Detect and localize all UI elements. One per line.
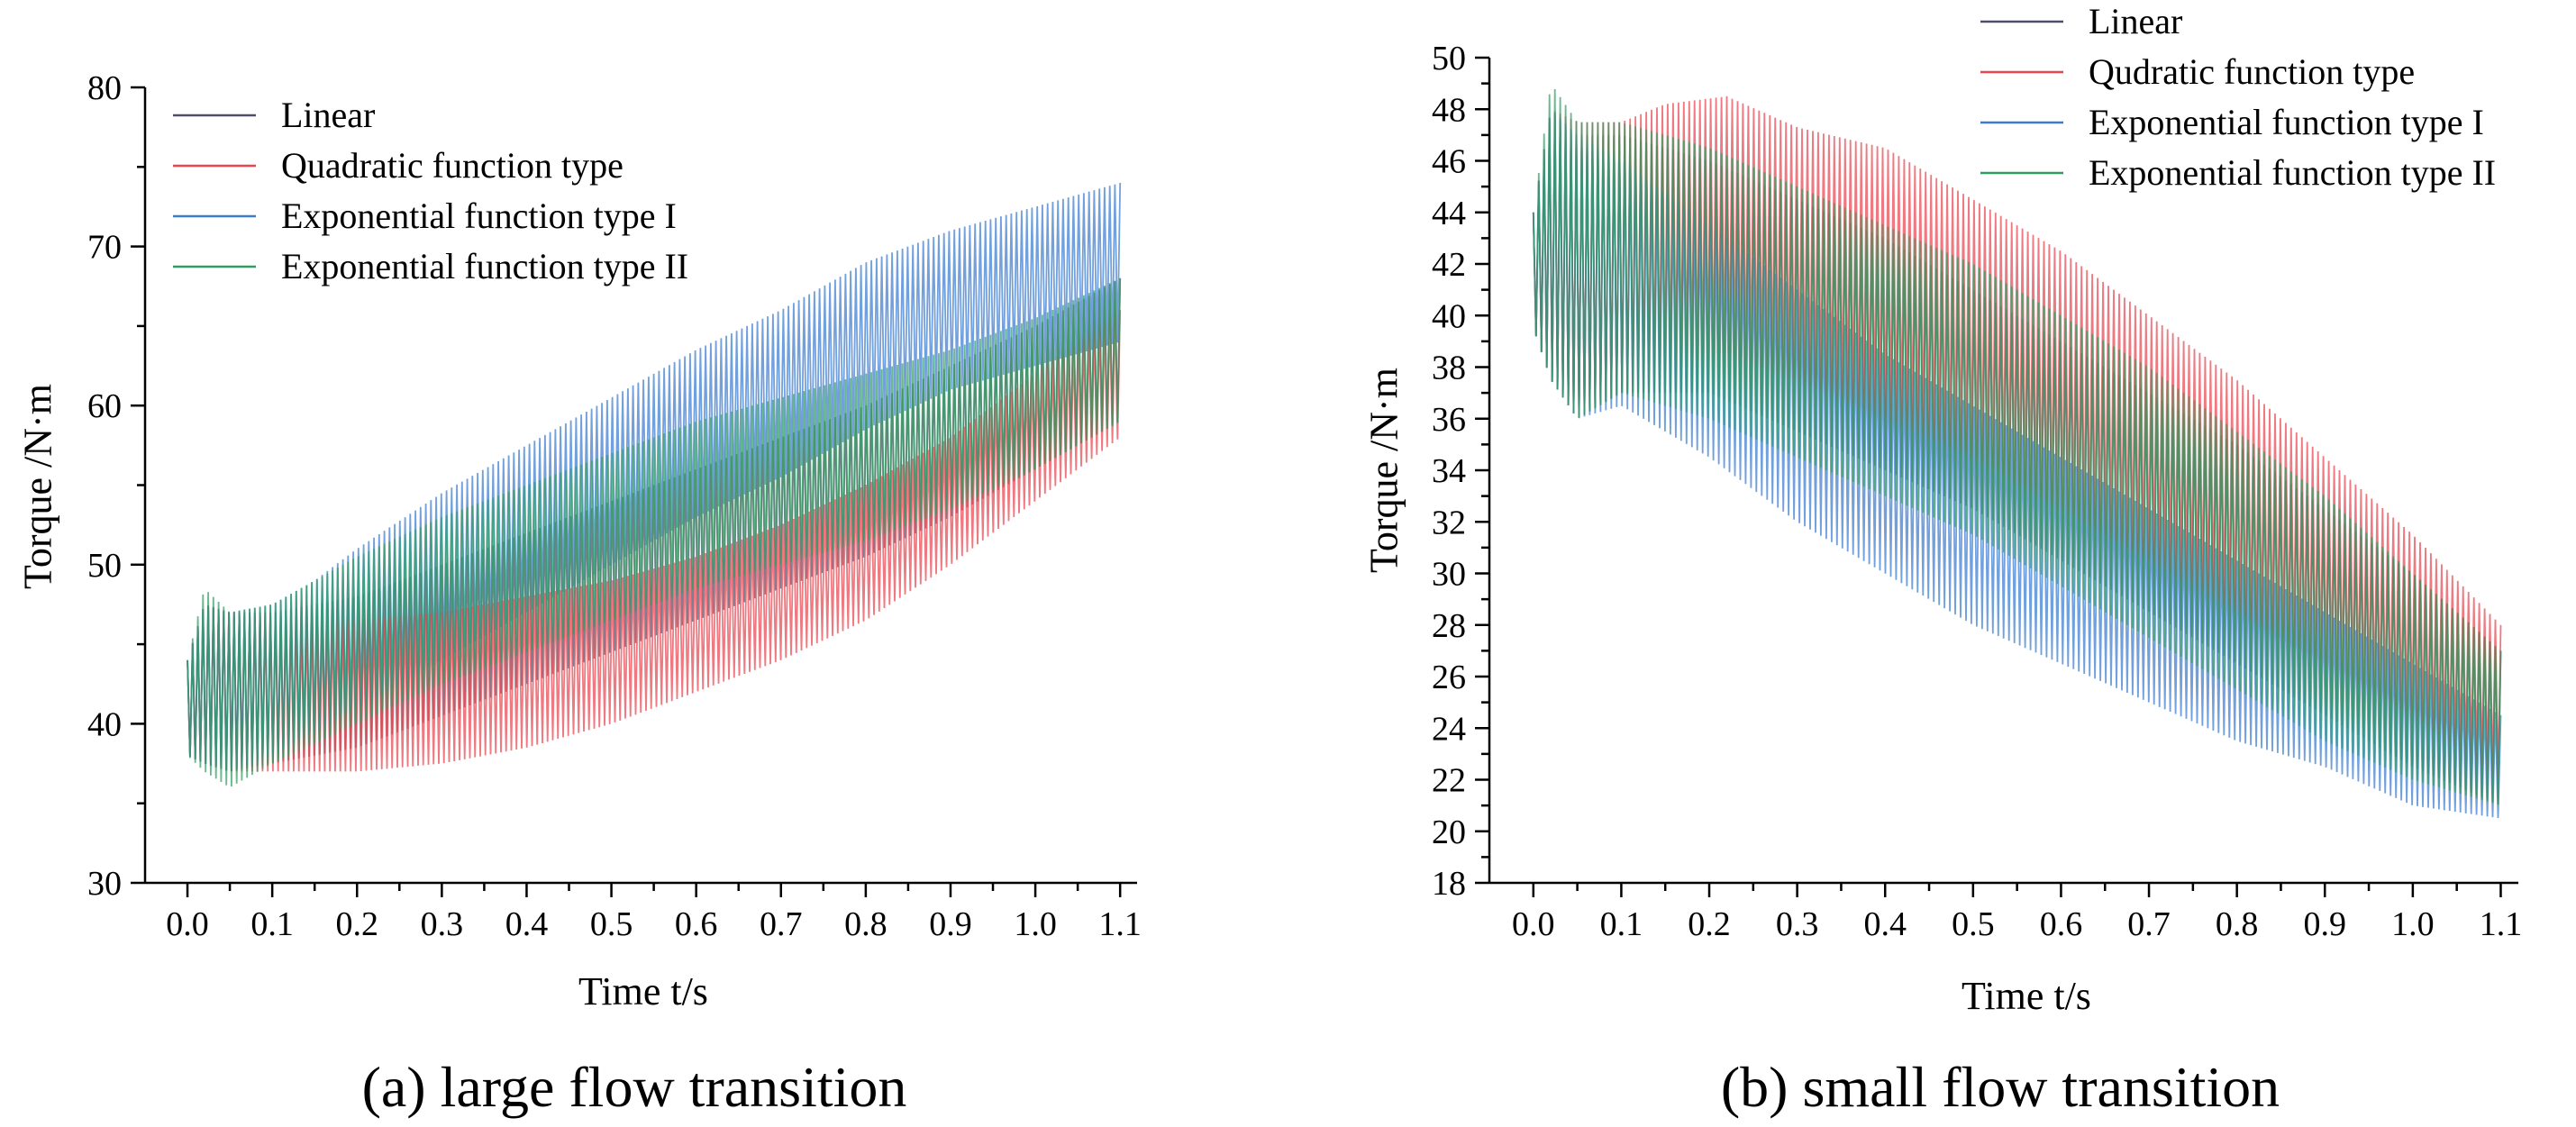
legend: Linear Qudratic function type Exponential … bbox=[1980, 1, 2496, 193]
y-tick-label: 30 bbox=[1432, 556, 1466, 594]
x-tick-label: 0.9 bbox=[929, 905, 972, 943]
series-line-3 bbox=[187, 182, 1122, 771]
legend-label: Exponential function type I bbox=[281, 195, 677, 236]
axes: 0.0 0.1 0.2 0.3 0.4 0.5 0.6 0.7 0.8 0.9 1.0 1.1 18 20… bbox=[1432, 40, 2522, 943]
y-axis-title: Torque /N·m bbox=[1362, 368, 1406, 573]
x-tick-label: 0.3 bbox=[421, 905, 464, 943]
x-tick-label: 1.0 bbox=[1014, 905, 1057, 943]
y-tick-label: 34 bbox=[1432, 452, 1466, 490]
y-tick-label: 42 bbox=[1432, 246, 1466, 284]
series-line-2 bbox=[1532, 95, 2502, 778]
x-tick-label: 0.8 bbox=[2216, 905, 2259, 943]
x-tick-label: 0.8 bbox=[844, 905, 887, 943]
y-tick-label: 28 bbox=[1432, 607, 1466, 645]
x-tick-label: 0.7 bbox=[2127, 905, 2171, 943]
y-tick-label: 48 bbox=[1432, 91, 1466, 129]
y-tick-label: 46 bbox=[1432, 143, 1466, 181]
x-tick-label: 0.2 bbox=[1688, 905, 1731, 943]
panel-large-flow: 0.0 0.1 0.2 0.3 0.4 0.5 0.6 0.7 0.8 0.9 1.0 1.1 30 40… bbox=[16, 69, 1142, 1119]
y-tick-label: 80 bbox=[87, 69, 122, 107]
x-axis-title: Time t/s bbox=[578, 969, 708, 1013]
x-tick-label: 0.1 bbox=[250, 905, 294, 943]
x-tick-label: 0.5 bbox=[1952, 905, 1995, 943]
x-tick-label: 0.1 bbox=[1600, 905, 1643, 943]
y-tick-label: 18 bbox=[1432, 865, 1466, 903]
series-line-4 bbox=[1532, 88, 2502, 805]
series-line-2 bbox=[187, 310, 1122, 772]
y-tick-label: 50 bbox=[1432, 40, 1466, 77]
x-tick-label: 1.1 bbox=[1098, 905, 1142, 943]
x-tick-label: 0.6 bbox=[675, 905, 718, 943]
legend-label: Linear bbox=[2089, 1, 2182, 41]
y-tick-label: 40 bbox=[87, 705, 122, 743]
x-tick-label: 0.9 bbox=[2304, 905, 2347, 943]
legend-label: Exponential function type II bbox=[281, 246, 688, 286]
y-tick-label: 60 bbox=[87, 387, 122, 425]
panel-caption: (b) small flow transition bbox=[1721, 1055, 2280, 1119]
y-tick-label: 22 bbox=[1432, 762, 1466, 800]
x-tick-label: 0.4 bbox=[505, 905, 549, 943]
x-tick-label: 0.2 bbox=[336, 905, 379, 943]
legend-label: Exponential function type II bbox=[2089, 152, 2496, 193]
y-tick-label: 26 bbox=[1432, 659, 1466, 696]
y-tick-label: 40 bbox=[1432, 297, 1466, 335]
y-tick-label: 24 bbox=[1432, 710, 1466, 748]
legend-label: Quadratic function type bbox=[281, 145, 624, 186]
legend-label: Linear bbox=[281, 95, 375, 135]
y-tick-label: 38 bbox=[1432, 350, 1466, 387]
legend-label: Qudratic function type bbox=[2089, 51, 2415, 92]
y-tick-label: 44 bbox=[1432, 195, 1466, 232]
x-tick-label: 1.0 bbox=[2391, 905, 2435, 943]
x-axis-title: Time t/s bbox=[1962, 974, 2091, 1018]
legend: Linear Quadratic function type Exponential… bbox=[173, 95, 688, 286]
y-tick-label: 20 bbox=[1432, 813, 1466, 851]
axes: 0.0 0.1 0.2 0.3 0.4 0.5 0.6 0.7 0.8 0.9 1.0 1.1 30 40… bbox=[87, 69, 1142, 943]
y-axis-title: Torque /N·m bbox=[16, 384, 60, 589]
y-tick-label: 36 bbox=[1432, 401, 1466, 439]
x-tick-label: 0.7 bbox=[760, 905, 803, 943]
panel-caption: (a) large flow transition bbox=[362, 1055, 907, 1119]
y-tick-label: 70 bbox=[87, 229, 122, 267]
legend-label: Exponential function type I bbox=[2089, 102, 2484, 142]
plot-area bbox=[187, 182, 1122, 787]
x-tick-label: 0.6 bbox=[2040, 905, 2083, 943]
y-tick-label: 30 bbox=[87, 865, 122, 903]
series-line-4 bbox=[187, 277, 1122, 787]
y-tick-label: 50 bbox=[87, 547, 122, 585]
panel-small-flow: 0.0 0.1 0.2 0.3 0.4 0.5 0.6 0.7 0.8 0.9 1.0 1.1 18 20… bbox=[1362, 1, 2523, 1119]
x-tick-label: 0.0 bbox=[166, 905, 209, 943]
x-tick-label: 0.0 bbox=[1512, 905, 1555, 943]
x-tick-label: 0.4 bbox=[1863, 905, 1907, 943]
x-tick-label: 1.1 bbox=[2480, 905, 2523, 943]
y-tick-label: 32 bbox=[1432, 504, 1466, 541]
x-tick-label: 0.5 bbox=[590, 905, 633, 943]
plot-area bbox=[1532, 88, 2502, 819]
x-tick-label: 0.3 bbox=[1776, 905, 1819, 943]
